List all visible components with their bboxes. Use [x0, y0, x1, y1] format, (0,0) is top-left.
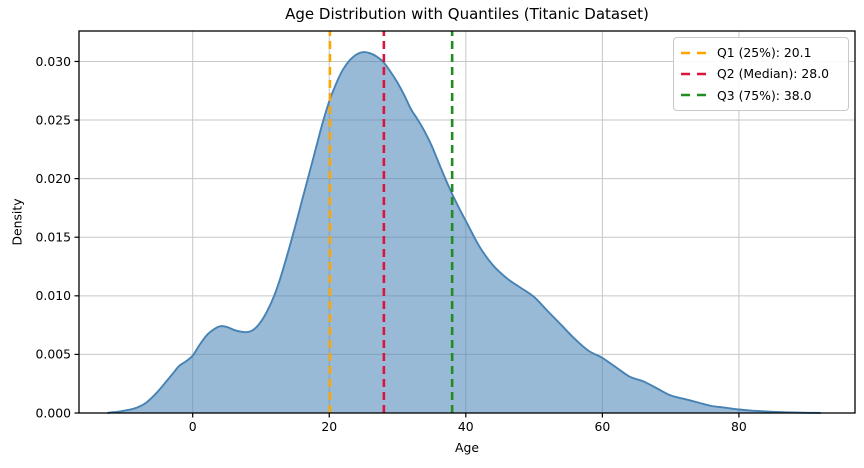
- legend-item-q2: Q2 (Median): 28.0: [681, 63, 841, 84]
- kde-curve: [107, 51, 821, 414]
- x-tick-label: 80: [731, 419, 747, 434]
- legend-item-q1: Q1 (25%): 20.1: [681, 42, 841, 63]
- legend-dash-swatch: [681, 51, 706, 54]
- legend-label: Q1 (25%): 20.1: [717, 45, 812, 61]
- legend-dash-swatch: [681, 94, 706, 97]
- y-tick-label: 0.010: [36, 288, 72, 303]
- x-axis-label: Age: [455, 440, 479, 455]
- y-tick-label: 0.030: [36, 54, 72, 69]
- y-axis-label: Density: [9, 198, 25, 246]
- legend-dash-swatch: [681, 72, 706, 76]
- legend-label: Q2 (Median): 28.0: [717, 66, 830, 82]
- y-tick-label: 0.025: [36, 112, 71, 127]
- legend-label: Q3 (75%): 38.0: [717, 87, 812, 103]
- y-tick-label: 0.015: [36, 230, 71, 245]
- x-tick-label: 60: [594, 419, 610, 434]
- axes-frame: [78, 30, 856, 414]
- y-tick-label: 0.000: [36, 405, 72, 420]
- legend-item-q3: Q3 (75%): 38.0: [681, 85, 841, 106]
- y-tick-label: 0.020: [36, 171, 72, 186]
- x-tick-label: 0: [189, 419, 197, 434]
- legend: Q1 (25%): 20.1 Q2 (Median): 28.0 Q3 (75%):…: [673, 37, 849, 111]
- x-tick-label: 20: [321, 419, 337, 434]
- y-tick-label: 0.005: [36, 347, 71, 362]
- x-tick-label: 40: [458, 419, 474, 434]
- kde-area-fill: [107, 52, 821, 413]
- chart-title: Age Distribution with Quantiles (Titanic…: [285, 5, 649, 23]
